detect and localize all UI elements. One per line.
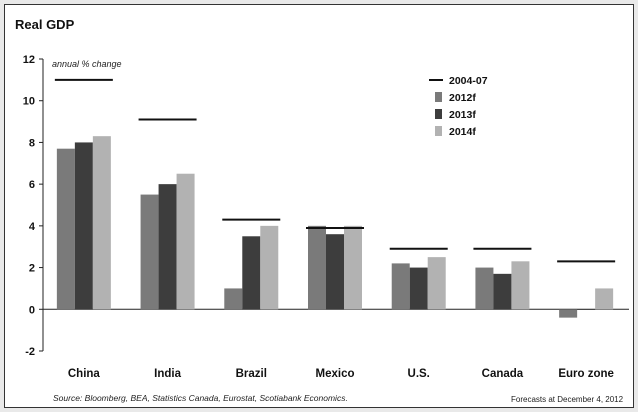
bar-2014f xyxy=(92,136,111,310)
legend-label: 2004-07 xyxy=(449,75,488,87)
y-tick-label: 6 xyxy=(29,179,35,191)
bar-2012f xyxy=(56,148,75,310)
legend-label: 2012f xyxy=(449,92,476,104)
bar-2014f xyxy=(511,261,530,310)
y-tick-label: 2 xyxy=(29,263,35,275)
unit-label: annual % change xyxy=(52,59,122,69)
legend-marker-2013f xyxy=(435,109,442,119)
forecast-note: Forecasts at December 4, 2012 xyxy=(511,395,624,404)
bar-2013f xyxy=(326,234,344,310)
y-tick-label: 12 xyxy=(23,54,35,66)
bar-2014f xyxy=(260,225,279,310)
category-label: India xyxy=(154,368,181,380)
bar-2013f xyxy=(577,309,596,310)
y-tick-label: 4 xyxy=(29,221,36,233)
bar-2012f xyxy=(475,267,494,310)
bar-2012f xyxy=(308,225,326,310)
bar-2014f xyxy=(595,288,614,310)
legend-label: 2014f xyxy=(449,126,476,138)
category-label: U.S. xyxy=(408,368,430,380)
category-label: Canada xyxy=(482,368,524,380)
source-note: Source: Bloomberg, BEA, Statistics Canad… xyxy=(53,393,348,403)
bar-2013f xyxy=(493,273,512,310)
bar-2012f xyxy=(559,309,578,318)
y-tick-label: 8 xyxy=(29,137,35,149)
bar-2012f xyxy=(140,194,159,310)
y-tick-label: 0 xyxy=(29,304,35,316)
chart-frame: Real GDP -2 0 2 4 6 8 10 12 annual % change China… xyxy=(4,4,634,408)
bar-2014f xyxy=(176,173,195,310)
legend-marker-2014f xyxy=(435,126,442,136)
bar-2012f xyxy=(224,288,243,310)
bar-chart: -2 0 2 4 6 8 10 12 annual % change China India Braz… xyxy=(23,54,629,380)
legend-label: 2013f xyxy=(449,109,476,121)
y-tick-label: 10 xyxy=(23,96,35,108)
bar-2014f xyxy=(344,225,362,310)
category-label: Mexico xyxy=(316,368,355,380)
bar-2012f xyxy=(391,263,410,310)
y-tick-label: -2 xyxy=(25,346,35,358)
bar-2013f xyxy=(74,142,93,310)
legend-marker-2012f xyxy=(435,92,442,102)
chart-title: Real GDP xyxy=(15,17,75,32)
category-label: Brazil xyxy=(236,368,267,380)
bar-2013f xyxy=(158,184,177,310)
bar-2013f xyxy=(409,267,428,310)
category-label: China xyxy=(68,368,101,380)
category-label: Euro zone xyxy=(558,368,614,380)
bar-2013f xyxy=(242,236,261,310)
bar-2014f xyxy=(427,257,446,310)
